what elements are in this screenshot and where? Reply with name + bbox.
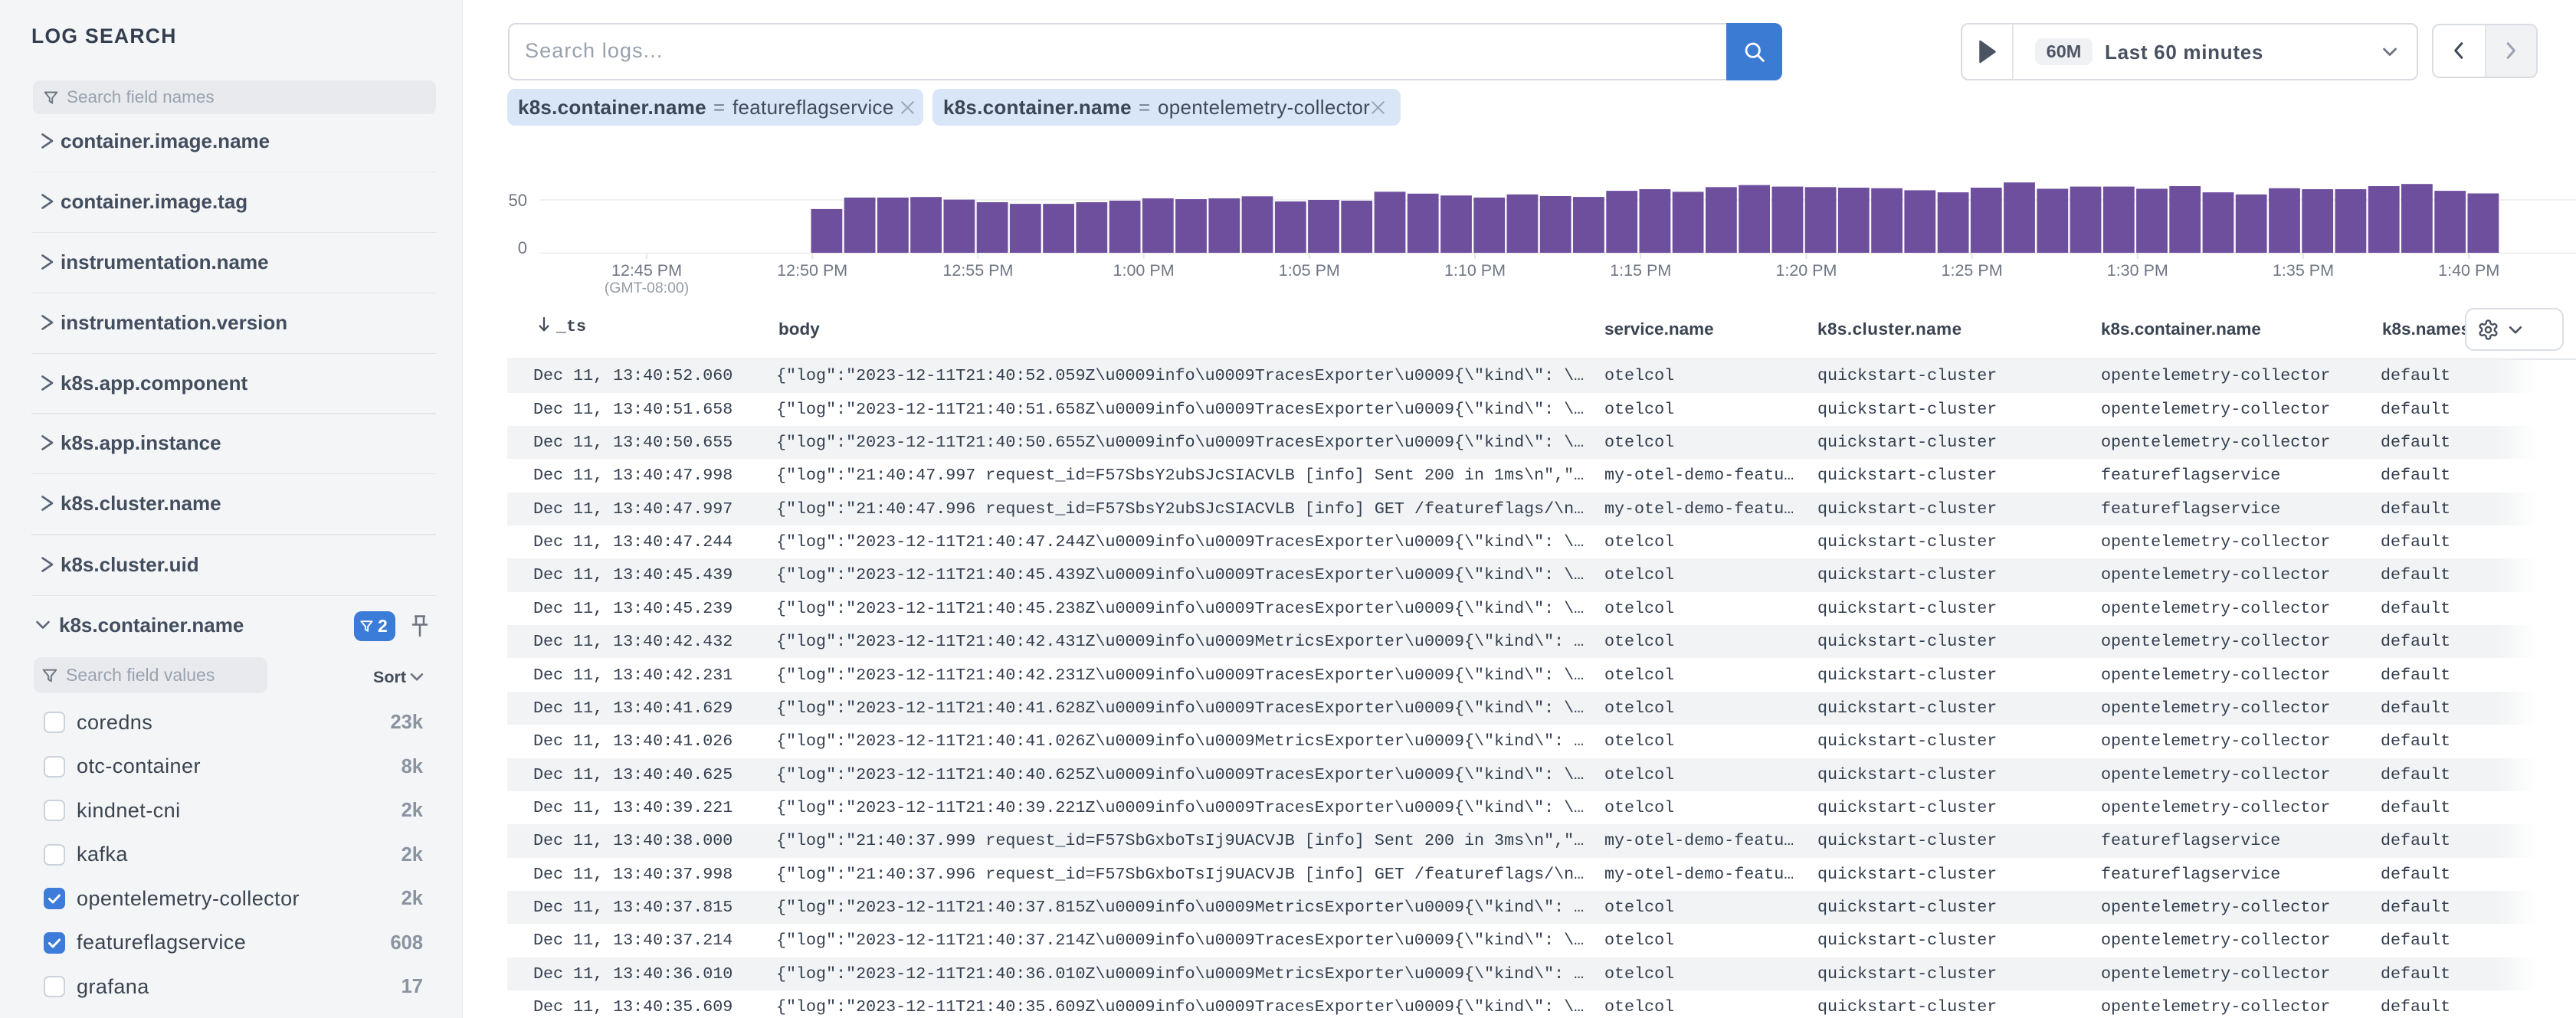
svg-text:1:35 PM: 1:35 PM	[2273, 261, 2334, 280]
svg-text:12:55 PM: 12:55 PM	[942, 261, 1013, 280]
svg-text:1:00 PM: 1:00 PM	[1113, 261, 1175, 280]
svg-text:1:05 PM: 1:05 PM	[1279, 261, 1340, 280]
svg-text:12:50 PM: 12:50 PM	[777, 261, 847, 280]
svg-text:0: 0	[518, 238, 527, 257]
svg-text:1:20 PM: 1:20 PM	[1775, 261, 1837, 280]
svg-text:1:40 PM: 1:40 PM	[2438, 261, 2499, 280]
svg-text:(GMT-08:00): (GMT-08:00)	[605, 280, 690, 296]
svg-text:12:45 PM: 12:45 PM	[611, 261, 682, 280]
svg-text:1:10 PM: 1:10 PM	[1444, 261, 1506, 280]
svg-text:1:25 PM: 1:25 PM	[1942, 261, 2003, 280]
svg-text:50: 50	[509, 191, 527, 210]
svg-text:1:30 PM: 1:30 PM	[2107, 261, 2168, 280]
svg-text:1:15 PM: 1:15 PM	[1610, 261, 1671, 280]
